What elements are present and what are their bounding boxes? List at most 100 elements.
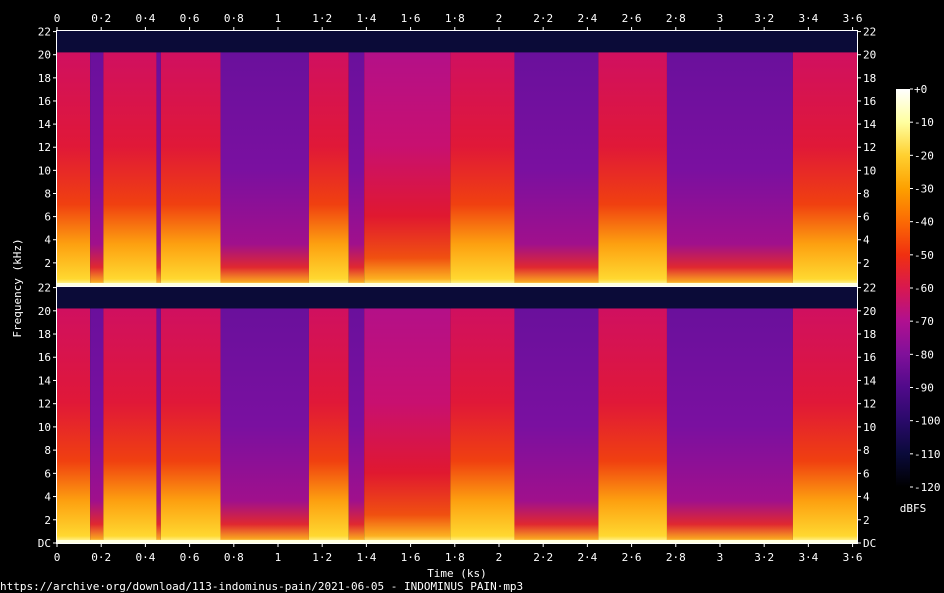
x-tick-label: 2·4 bbox=[577, 12, 597, 25]
spectrogram-segment-loud bbox=[792, 52, 857, 286]
y-tick-label: 20 bbox=[863, 305, 876, 318]
y-tick-label: 18 bbox=[38, 72, 51, 85]
colorbar-label: dBFS bbox=[900, 502, 927, 515]
x-tick-label: 1·6 bbox=[401, 551, 421, 564]
colorbar-tick-label: -70 bbox=[914, 315, 934, 328]
y-tick-label: 22 bbox=[38, 26, 51, 39]
colorbar-tick-label: -30 bbox=[914, 183, 934, 196]
y-tick-label: 10 bbox=[863, 421, 876, 434]
x-tick-label: 0·8 bbox=[224, 12, 244, 25]
dc-band bbox=[57, 540, 857, 543]
y-tick-label: 8 bbox=[44, 444, 51, 457]
spectrogram-segment-quiet bbox=[348, 308, 365, 543]
spectrogram-segment-loud bbox=[57, 308, 91, 543]
x-tick-label: 3·6 bbox=[843, 12, 863, 25]
x-tick-label: 1 bbox=[275, 551, 282, 564]
x-tick-label: 2 bbox=[496, 551, 503, 564]
channel-frame bbox=[56, 286, 858, 544]
y-tick-label: 6 bbox=[44, 467, 51, 480]
colorbar-tick-label: -110 bbox=[914, 448, 941, 461]
y-tick-label: 10 bbox=[38, 421, 51, 434]
colorbar-tick-label: -90 bbox=[914, 382, 934, 395]
spectrogram-segment-loud bbox=[308, 52, 349, 286]
y-tick-label: 4 bbox=[44, 234, 51, 247]
colorbar-tick-label: -120 bbox=[914, 481, 941, 494]
x-tick-label: 3·4 bbox=[798, 551, 818, 564]
colorbar-tick-label: -100 bbox=[914, 415, 941, 428]
spectrogram-segment-quiet bbox=[348, 52, 365, 286]
x-tick-label: 2·2 bbox=[533, 551, 553, 564]
y-tick-label: DC bbox=[38, 537, 51, 550]
x-tick-label: 1·2 bbox=[312, 551, 332, 564]
y-tick-label: 12 bbox=[863, 398, 876, 411]
y-tick-label: 16 bbox=[38, 95, 51, 108]
colorbar-tick-label: -60 bbox=[914, 282, 934, 295]
y-tick-label: 6 bbox=[44, 211, 51, 224]
y-tick-label: 8 bbox=[863, 444, 870, 457]
y-tick-label: DC bbox=[863, 537, 876, 550]
y-tick-label: 16 bbox=[38, 351, 51, 364]
x-tick-label: 0·2 bbox=[91, 551, 111, 564]
spectrogram-segment-quiet bbox=[666, 308, 793, 543]
x-tick-label: 2·6 bbox=[622, 551, 642, 564]
y-tick-label: 22 bbox=[38, 282, 51, 295]
x-tick-label: 1·4 bbox=[356, 551, 376, 564]
y-tick-label: 20 bbox=[38, 49, 51, 62]
colorbar-tick-label: -10 bbox=[914, 116, 934, 129]
x-axis-label: Time (ks) bbox=[427, 567, 487, 580]
x-tick-label: 2·6 bbox=[622, 12, 642, 25]
spectrogram-segment-loud bbox=[57, 52, 91, 286]
spectrogram-segment-quiet bbox=[514, 308, 599, 543]
spectrogram-segment-quiet bbox=[220, 52, 309, 286]
y-tick-label: 4 bbox=[863, 234, 870, 247]
x-tick-label: 0·2 bbox=[91, 12, 111, 25]
y-tick-label: 8 bbox=[863, 187, 870, 200]
x-tick-label: 3·2 bbox=[754, 551, 774, 564]
y-tick-label: 14 bbox=[38, 374, 52, 387]
y-tick-label: 20 bbox=[38, 305, 51, 318]
x-tick-label: 3·4 bbox=[798, 12, 818, 25]
colorbar-tick-label: +0 bbox=[914, 83, 927, 96]
spectrogram-segment-quiet bbox=[90, 52, 104, 286]
y-tick-label: 18 bbox=[863, 328, 876, 341]
spectrogram-segment-quiet bbox=[90, 308, 104, 543]
y-tick-label: 12 bbox=[863, 141, 876, 154]
y-tick-label: 4 bbox=[44, 491, 51, 504]
colorbar-tick-label: -40 bbox=[914, 216, 934, 229]
x-tick-label: 0·6 bbox=[180, 551, 200, 564]
y-tick-label: 12 bbox=[38, 141, 51, 154]
y-tick-label: 6 bbox=[863, 211, 870, 224]
colorbar-tick-label: -80 bbox=[914, 348, 934, 361]
x-tick-label: 2·8 bbox=[666, 12, 686, 25]
x-tick-label: 1·2 bbox=[312, 12, 332, 25]
x-tick-label: 0·4 bbox=[135, 551, 155, 564]
y-tick-label: 2 bbox=[44, 257, 51, 270]
y-tick-label: 18 bbox=[38, 328, 51, 341]
spectrogram-segment-loud bbox=[160, 308, 221, 543]
y-tick-label: 22 bbox=[863, 282, 876, 295]
y-tick-label: 6 bbox=[863, 467, 870, 480]
x-tick-label: 2 bbox=[496, 12, 503, 25]
spectrogram-segment-loud bbox=[598, 308, 667, 543]
spectrogram-segment-loud bbox=[103, 308, 157, 543]
y-tick-label: 16 bbox=[863, 95, 876, 108]
x-tick-label: 2·4 bbox=[577, 551, 597, 564]
spectrogram-segment-mid bbox=[364, 308, 451, 543]
y-tick-label: 18 bbox=[863, 72, 876, 85]
x-tick-label: 1·6 bbox=[401, 12, 421, 25]
colorbar-tick-label: -20 bbox=[914, 149, 934, 162]
spectrogram-segment-loud bbox=[450, 308, 515, 543]
x-tick-label: 3 bbox=[717, 551, 724, 564]
x-tick-label: 0 bbox=[54, 551, 61, 564]
x-tick-label: 2·8 bbox=[666, 551, 686, 564]
x-tick-label: 0·4 bbox=[135, 12, 155, 25]
y-tick-label: 14 bbox=[863, 118, 877, 131]
spectrogram-segment-loud bbox=[598, 52, 667, 286]
y-tick-label: 2 bbox=[863, 514, 870, 527]
spectrogram-segment-loud bbox=[160, 52, 221, 286]
source-url: https://archive·org/download/113-indomin… bbox=[0, 580, 523, 593]
spectrogram-segment-quiet bbox=[514, 52, 599, 286]
spectrogram-segment-loud bbox=[450, 52, 515, 286]
y-tick-label: 2 bbox=[863, 257, 870, 270]
